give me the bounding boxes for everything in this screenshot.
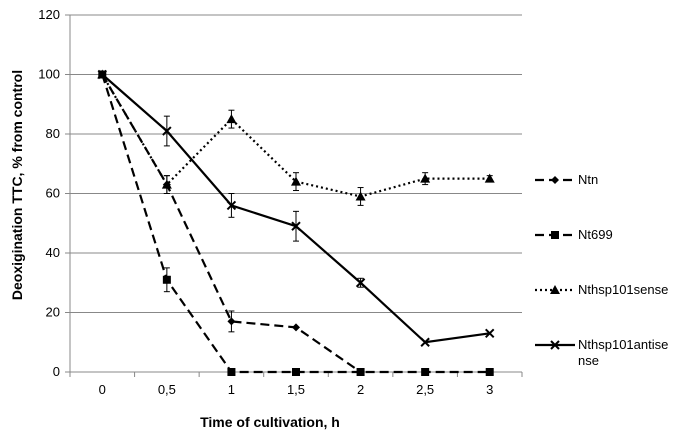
legend-label: Nthsp101antise nse [578,337,668,368]
x-tick-label: 0,5 [158,382,176,397]
marker-triangle [355,191,366,201]
marker-x [291,221,301,231]
y-tick-label: 80 [46,126,60,141]
marker-diamond [551,176,559,184]
y-tick-label: 40 [46,245,60,260]
marker-square [421,368,430,376]
series-group [97,69,495,376]
marker-x-stroke [291,221,301,231]
x-tick-label: 1,5 [287,382,305,397]
gridlines [70,14,522,313]
series-line [101,73,490,344]
marker-x-stroke [97,69,107,80]
marker-triangle [291,176,301,186]
marker-x-stroke [162,126,172,136]
axes [65,14,523,377]
legend-item-3: Nthsp101antise nse [535,337,668,368]
x-axis-title: Time of cultivation, h [200,414,340,430]
y-tick-labels: 0 20 40 60 80 100 120 [38,7,60,379]
marker-x [420,337,430,347]
x-tick-labels: 0 0,5 1 1,5 2 2,5 3 [99,382,494,397]
series-2 [97,69,495,206]
legend-item-0: Ntn [535,172,598,187]
marker-square [551,231,559,239]
marker-triangle [226,114,237,124]
marker-x [226,200,237,211]
marker-triangle [484,173,495,183]
x-tick-label: 0 [99,382,106,397]
marker-x-stroke [550,340,560,350]
legend-label: Nthsp101sense [578,282,668,297]
marker-x-stroke [420,337,430,347]
y-axis-title: Deoxigination TTC, % from control [9,70,25,300]
x-tick-label: 2 [357,382,364,397]
marker-diamond [227,317,236,326]
marker-x-stroke [226,200,237,211]
marker-triangle [550,285,560,294]
legend: Ntn Nt699 Nthsp101sense Nthsp101antise nse [535,172,668,368]
marker-x [97,69,107,80]
marker-x [485,328,495,339]
marker-square [356,368,365,376]
legend-item-2: Nthsp101sense [535,282,668,297]
legend-label: Nt699 [578,227,613,242]
y-tick-label: 100 [38,67,60,82]
y-tick-label: 20 [46,305,60,320]
marker-square [292,368,300,376]
marker-x-stroke [485,328,495,339]
y-tick-label: 0 [53,364,60,379]
legend-item-1: Nt699 [535,227,613,242]
marker-triangle [420,173,431,183]
y-tick-label: 60 [46,186,60,201]
x-tick-label: 3 [486,382,493,397]
marker-x [162,126,172,136]
x-tick-label: 2,5 [416,382,434,397]
marker-x [550,340,560,350]
marker-square [162,275,171,284]
marker-x-stroke [355,278,366,288]
marker-square [227,368,236,376]
marker-x [355,278,366,288]
legend-label: Ntn [578,172,598,187]
y-tick-label: 120 [38,7,60,22]
marker-diamond [292,323,300,332]
x-tick-label: 1 [228,382,235,397]
series-3 [97,69,495,347]
marker-square [485,368,494,376]
marker-triangle [161,179,172,189]
